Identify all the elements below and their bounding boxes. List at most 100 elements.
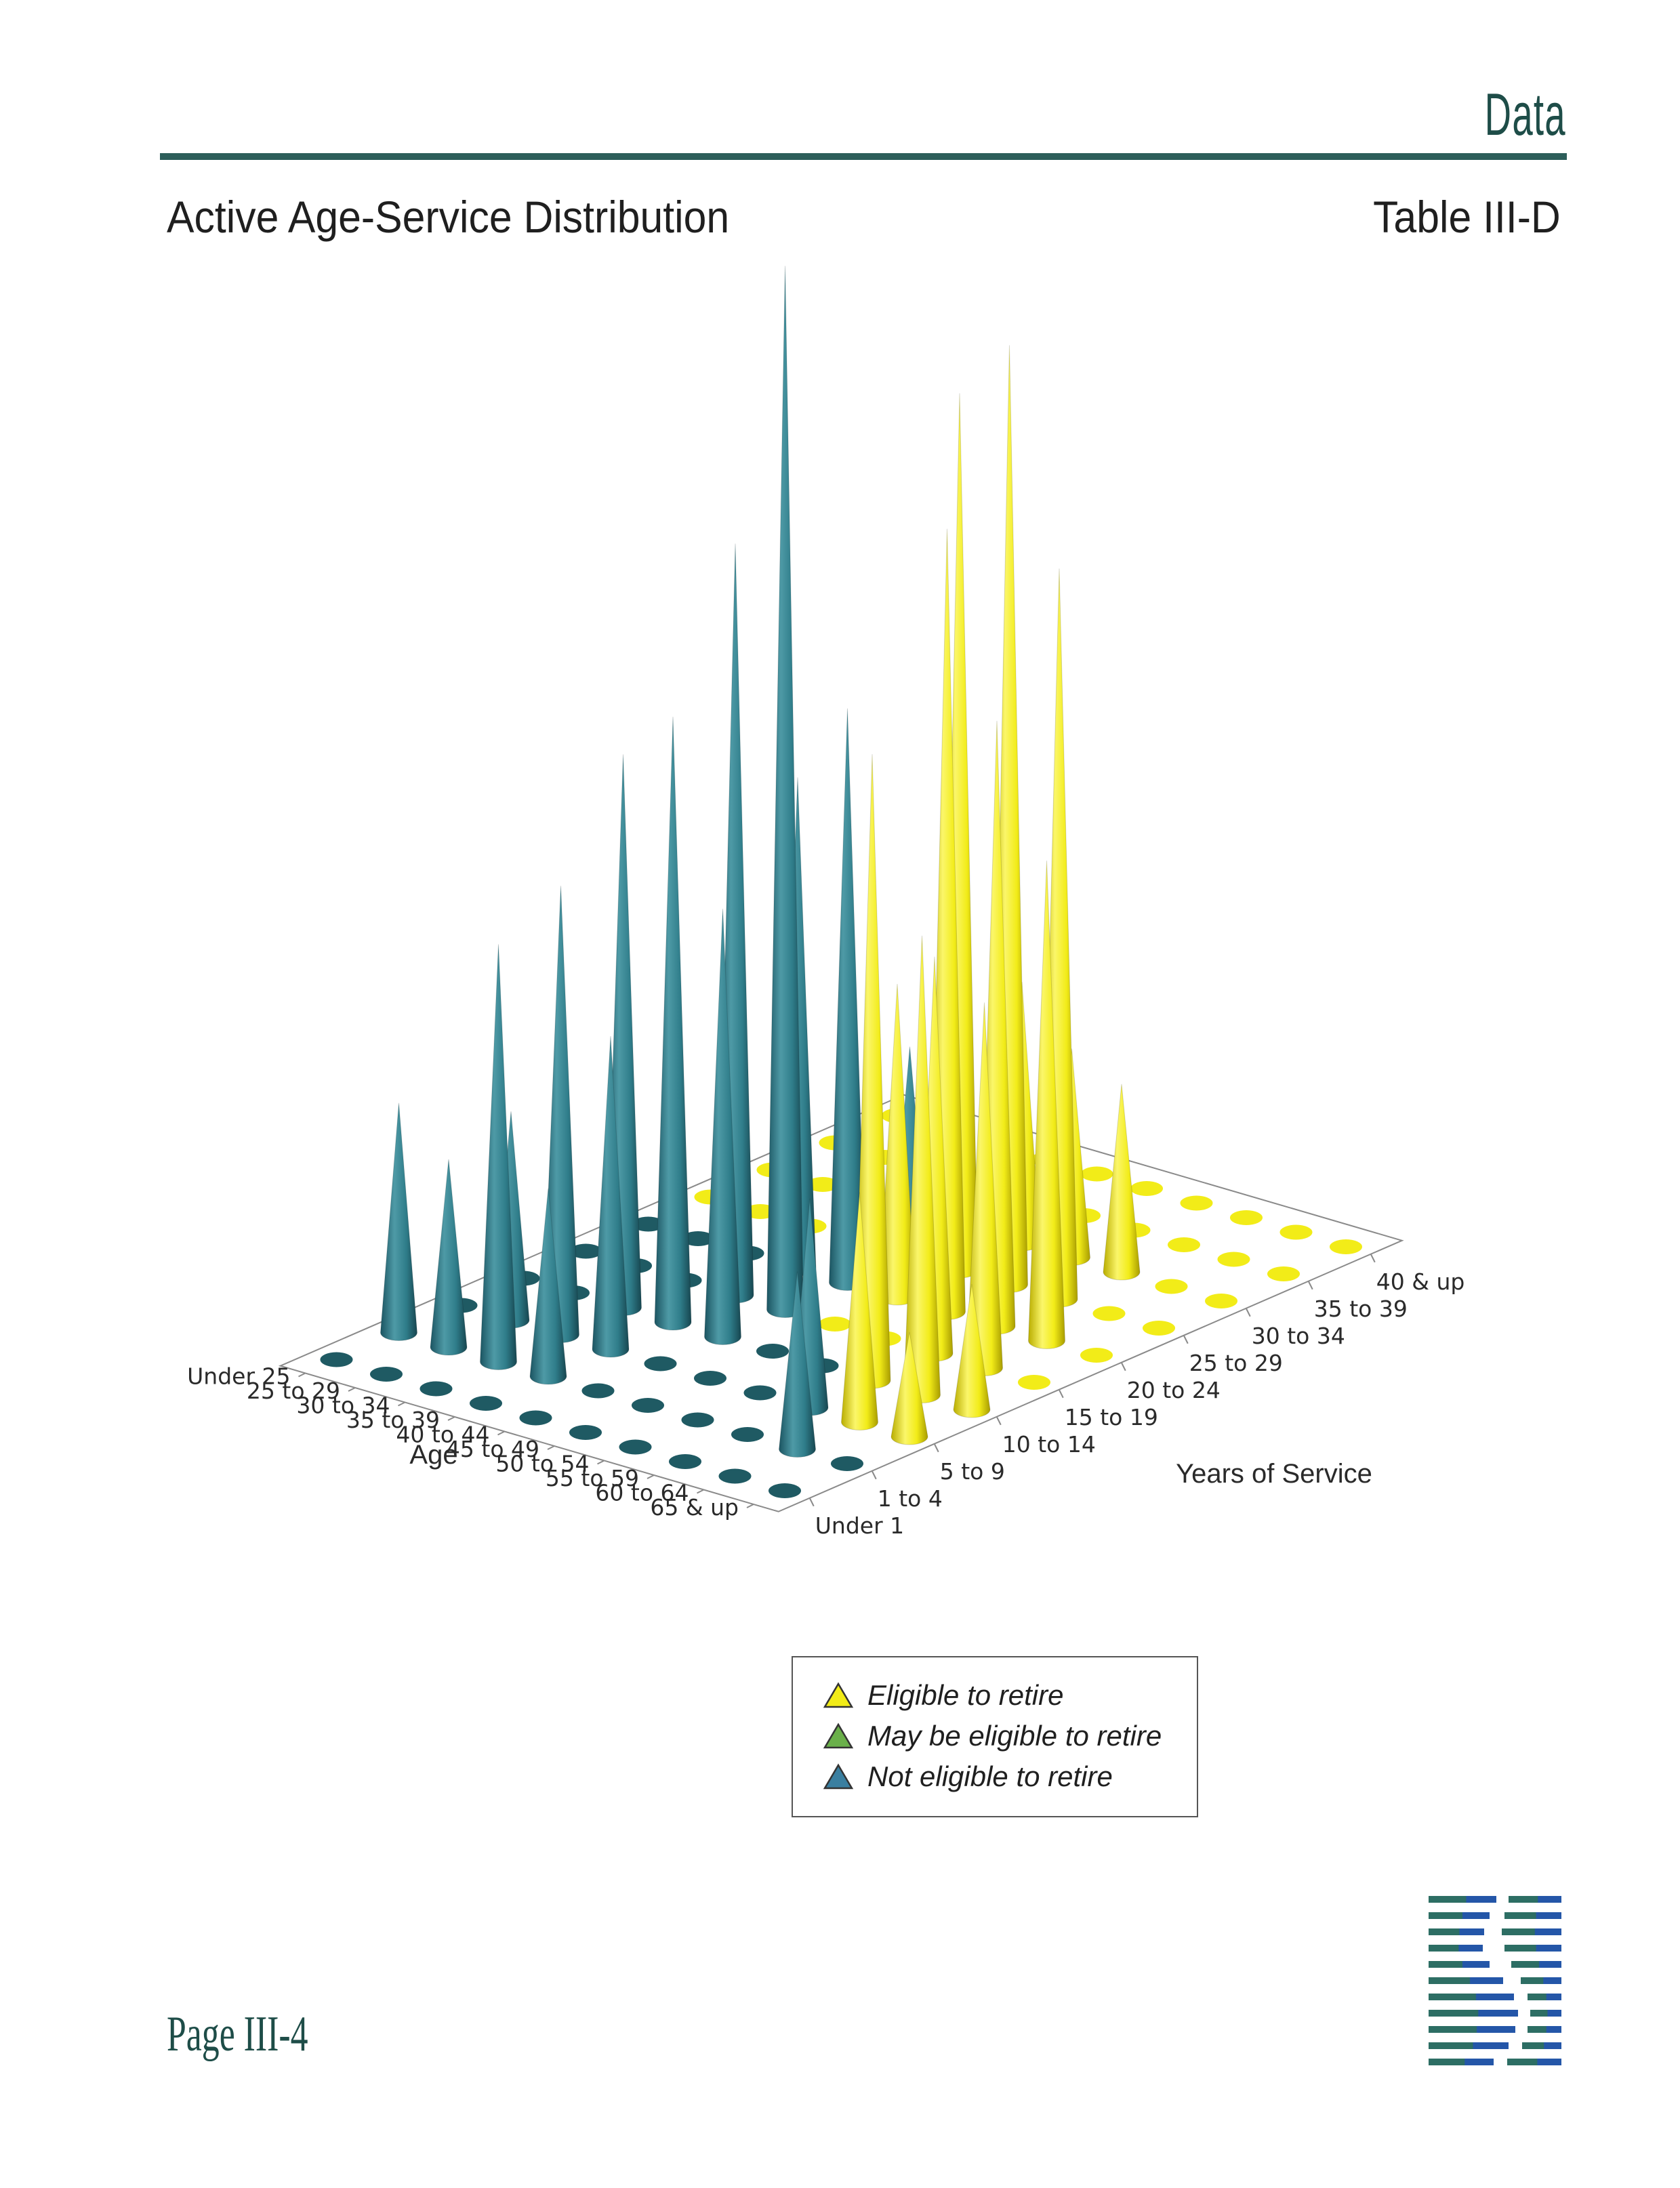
section-label: Data	[1484, 81, 1566, 148]
service-tick	[1183, 1335, 1189, 1344]
age-tick-label: 30 to 34	[296, 1392, 390, 1419]
age-tick	[647, 1474, 655, 1479]
service-tick-label: 25 to 29	[1189, 1350, 1283, 1376]
empty-cell-dot	[669, 1454, 701, 1469]
cone-not-eligible	[778, 1271, 817, 1458]
age-tick-label: 65 & up	[650, 1494, 739, 1521]
empty-cell-dot	[769, 1483, 801, 1498]
cone-not-eligible	[703, 909, 742, 1345]
cone-not-eligible	[380, 1102, 418, 1341]
empty-cell-dot	[569, 1425, 602, 1440]
empty-cell-dot	[470, 1396, 502, 1411]
age-tick	[746, 1504, 754, 1508]
service-tick	[1307, 1281, 1313, 1290]
age-tick	[497, 1430, 505, 1436]
header-rule	[160, 153, 1567, 160]
service-tick	[1245, 1308, 1251, 1317]
empty-cell-dot	[806, 1177, 839, 1192]
age-tick	[348, 1387, 356, 1392]
age-axis-title: Age	[409, 1440, 457, 1470]
empty-cell-dot	[1230, 1210, 1263, 1225]
age-tick	[398, 1401, 405, 1407]
empty-cell-dot	[819, 1317, 851, 1332]
page-title: Active Age-Service Distribution	[167, 192, 730, 242]
empty-cell-dot	[632, 1398, 664, 1413]
empty-cell-dot	[756, 1344, 789, 1359]
service-tick	[1120, 1362, 1126, 1371]
service-tick-label: 10 to 14	[1002, 1431, 1096, 1458]
service-tick	[871, 1470, 877, 1480]
empty-cell-dot	[743, 1385, 777, 1401]
empty-cell-dot	[1143, 1321, 1175, 1336]
service-tick-label: Under 1	[815, 1512, 904, 1539]
cone-not-eligible	[479, 944, 518, 1370]
legend-label: May be eligible to retire	[867, 1720, 1162, 1752]
triangle-icon	[823, 1763, 854, 1790]
legend-item-may-be-eligible: May be eligible to retire	[793, 1716, 1197, 1756]
empty-cell-dot	[644, 1356, 677, 1371]
cone-eligible	[840, 1192, 879, 1430]
cone-not-eligible	[592, 1035, 630, 1358]
empty-cell-dot	[1330, 1239, 1362, 1254]
age-tick-label: 60 to 64	[595, 1480, 689, 1506]
service-tick	[933, 1443, 939, 1453]
age-tick-label: Under 25	[187, 1363, 290, 1390]
empty-cell-dot	[731, 1427, 764, 1442]
empty-cell-dot	[370, 1367, 403, 1382]
cone-not-eligible	[430, 1159, 468, 1356]
service-tick	[808, 1498, 815, 1507]
service-tick-label: 40 & up	[1376, 1268, 1465, 1295]
service-tick	[1370, 1254, 1376, 1263]
service-tick-label: 20 to 24	[1127, 1377, 1221, 1403]
empty-cell-dot	[1092, 1306, 1126, 1321]
empty-cell-dot	[1180, 1195, 1213, 1211]
table-id: Table III-D	[1373, 192, 1561, 242]
empty-cell-dot	[1080, 1348, 1113, 1363]
age-tick	[697, 1489, 704, 1494]
cone-eligible	[1027, 861, 1066, 1349]
service-tick-label: 30 to 34	[1252, 1323, 1345, 1349]
empty-cell-dot	[1217, 1252, 1250, 1267]
cone-not-eligible	[654, 716, 692, 1331]
empty-cell-dot	[1018, 1375, 1050, 1390]
chart-legend: Eligible to retire May be eligible to re…	[792, 1656, 1198, 1817]
service-tick-label: 35 to 39	[1314, 1296, 1408, 1322]
cone-not-eligible	[529, 1188, 567, 1385]
age-tick-label: 55 to 59	[546, 1465, 639, 1491]
empty-cell-dot	[1130, 1181, 1163, 1196]
triangle-icon	[823, 1682, 854, 1708]
service-axis-title: Years of Service	[1176, 1459, 1372, 1489]
empty-cell-dot	[1267, 1266, 1300, 1281]
empty-cell-dot	[519, 1410, 552, 1426]
legend-item-eligible: Eligible to retire	[793, 1675, 1197, 1716]
empty-cell-dot	[694, 1371, 726, 1386]
empty-cell-dot	[682, 1231, 714, 1246]
service-tick-label: 15 to 19	[1065, 1404, 1158, 1430]
empty-cell-dot	[619, 1439, 652, 1455]
company-logo	[1429, 1896, 1561, 2065]
age-tick-label: 50 to 54	[495, 1451, 589, 1477]
page-number: Page III-4	[167, 2006, 308, 2062]
legend-label: Eligible to retire	[867, 1679, 1064, 1711]
legend-label: Not eligible to retire	[867, 1760, 1113, 1792]
empty-cell-dot	[831, 1456, 863, 1471]
empty-cell-dot	[419, 1381, 453, 1397]
age-tick-label: 25 to 29	[247, 1378, 340, 1404]
age-tick-label: 35 to 39	[346, 1407, 440, 1433]
service-tick	[996, 1416, 1002, 1426]
empty-cell-dot	[1205, 1294, 1237, 1308]
age-tick	[447, 1416, 455, 1421]
empty-cell-dot	[569, 1243, 602, 1259]
empty-cell-dot	[1080, 1166, 1113, 1182]
triangle-icon	[823, 1722, 854, 1749]
legend-item-not-eligible: Not eligible to retire	[793, 1756, 1197, 1797]
age-tick	[547, 1445, 555, 1450]
empty-cell-dot	[1155, 1279, 1188, 1294]
empty-cell-dot	[320, 1352, 353, 1367]
empty-cell-dot	[1279, 1224, 1313, 1240]
service-tick	[1058, 1389, 1064, 1399]
age-tick	[597, 1460, 605, 1465]
cone-eligible	[953, 1284, 991, 1418]
